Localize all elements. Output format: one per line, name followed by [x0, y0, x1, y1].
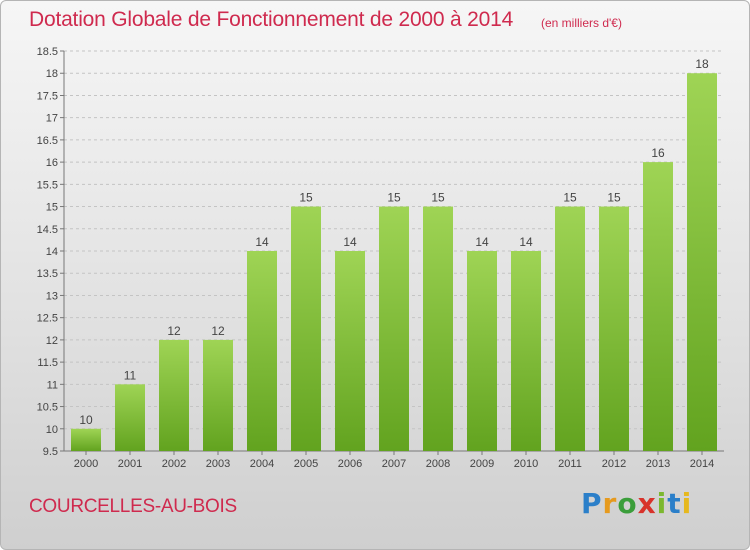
x-tick-label: 2014	[690, 458, 714, 470]
y-tick-label: 10.5	[37, 402, 58, 414]
y-tick-label: 17.5	[37, 90, 58, 102]
bar-2009	[467, 251, 497, 451]
x-tick-label: 2008	[426, 458, 450, 470]
x-tick-label: 2000	[74, 458, 98, 470]
value-label: 15	[299, 191, 313, 205]
x-tick-label: 2006	[338, 458, 362, 470]
y-tick-label: 11	[47, 379, 58, 391]
x-tick-label: 2001	[118, 458, 142, 470]
bar-2001	[115, 384, 145, 451]
y-tick-label: 12.5	[37, 313, 58, 325]
y-tick-label: 18.5	[37, 46, 58, 58]
value-label: 18	[695, 57, 709, 71]
y-tick-label: 16.5	[37, 135, 58, 147]
value-label: 11	[124, 368, 137, 382]
bar-2010	[511, 251, 541, 451]
y-tick-label: 15.5	[37, 179, 58, 191]
y-tick-label: 12	[46, 335, 58, 347]
value-label: 14	[255, 235, 269, 249]
y-tick-label: 14	[46, 246, 58, 258]
logo-letter: P	[581, 487, 603, 520]
x-tick-label: 2007	[382, 458, 406, 470]
value-label: 16	[651, 146, 665, 160]
x-tick-label: 2002	[162, 458, 186, 470]
proxiti-logo: Proxiti	[581, 487, 692, 520]
chart-title: Dotation Globale de Fonctionnement de 20…	[29, 8, 514, 31]
y-tick-label: 10	[46, 424, 58, 436]
bar-2003	[203, 339, 233, 451]
x-tick-label: 2005	[294, 458, 318, 470]
value-label: 15	[387, 191, 401, 205]
commune-name: COURCELLES-AU-BOIS	[29, 496, 237, 517]
y-tick-label: 16	[46, 157, 58, 169]
value-label: 14	[519, 235, 533, 249]
value-labels: 10 11 12 12 14 15 14 15 15 14 14 15 15 16 18	[79, 57, 709, 427]
value-label: 15	[563, 191, 577, 205]
y-tick-label: 9.5	[43, 446, 58, 458]
x-tick-label: 2009	[470, 458, 494, 470]
value-label: 12	[167, 324, 181, 338]
x-tick-label: 2013	[646, 458, 670, 470]
bar-2014	[687, 73, 717, 451]
y-tick-label: 13.5	[37, 268, 58, 280]
x-tick-label: 2010	[514, 458, 538, 470]
value-label: 12	[211, 324, 225, 338]
chart-subtitle: (en milliers d'€)	[541, 16, 622, 30]
logo-letter: i	[681, 487, 693, 520]
y-tick-label: 13	[46, 290, 58, 302]
logo-letter: o	[617, 487, 638, 520]
value-label: 15	[431, 191, 445, 205]
bar-2006	[335, 251, 365, 451]
value-label: 14	[343, 235, 357, 249]
logo-letter: i	[656, 487, 668, 520]
x-tick-label: 2004	[250, 458, 274, 470]
logo-letter: r	[602, 487, 618, 520]
y-tick-label: 17	[46, 113, 58, 125]
value-label: 14	[475, 235, 489, 249]
value-label: 10	[79, 413, 93, 427]
bar-2011	[555, 206, 585, 451]
y-tick-labels: 9.5 10 10.5 11 11.5 12 12.5 13 13.5 14 14.5 15 15.5 1…	[37, 46, 58, 458]
bar-2012	[599, 206, 629, 451]
logo-letter: t	[667, 487, 682, 520]
y-tick-label: 15	[46, 202, 58, 214]
x-tick-label: 2011	[558, 458, 582, 470]
x-tick-label: 2003	[206, 458, 230, 470]
y-tick-label: 14.5	[37, 224, 58, 236]
bar-2004	[247, 251, 277, 451]
bar-2007	[379, 206, 409, 451]
logo-letter: x	[637, 487, 657, 520]
bar-2000	[71, 428, 101, 451]
bar-2008	[423, 206, 453, 451]
y-tick-label: 11.5	[37, 357, 58, 369]
x-tick-labels: 2000 2001 2002 2003 2004 2005 2006 2007 2008 2009…	[74, 458, 714, 470]
x-tick-label: 2012	[602, 458, 626, 470]
bar-2005	[291, 206, 321, 451]
bar-2002	[159, 339, 189, 451]
y-tick-label: 18	[46, 68, 58, 80]
bars	[71, 73, 717, 451]
bar-2013	[643, 162, 673, 451]
value-label: 15	[607, 191, 621, 205]
